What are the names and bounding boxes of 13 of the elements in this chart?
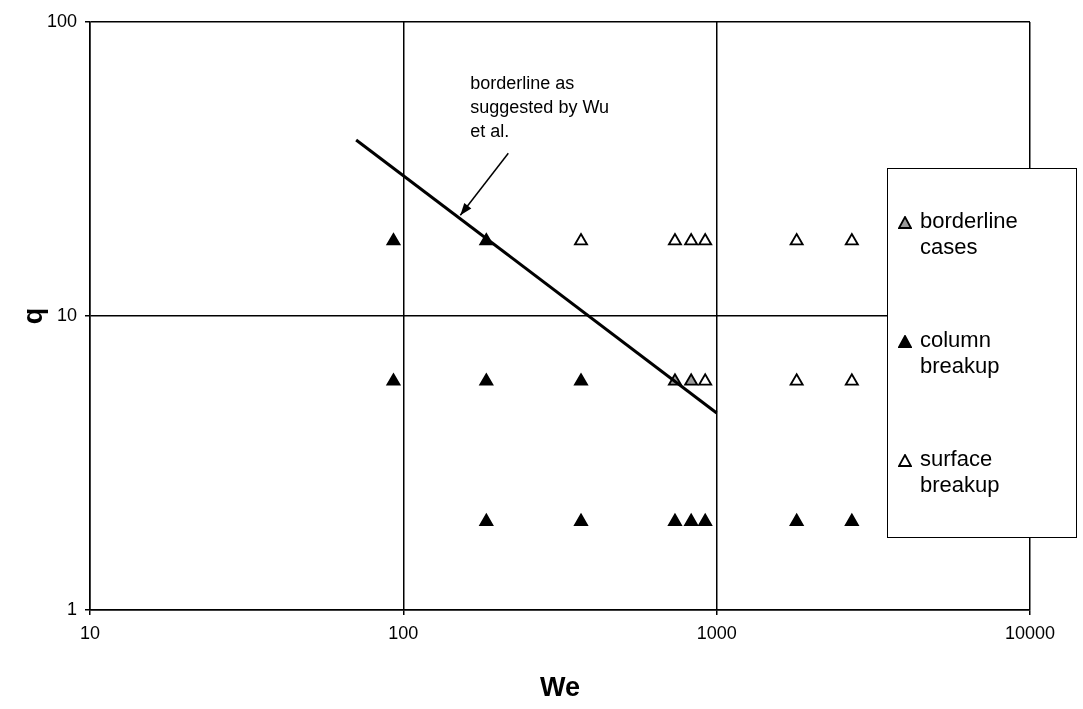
x-tick-label: 1000 <box>696 622 737 643</box>
legend-label: column breakup <box>920 326 1001 379</box>
x-axis-title: We <box>539 672 581 703</box>
y-tick-label: 10 <box>56 304 77 325</box>
y-axis-title: q <box>17 307 48 325</box>
annotation: borderline as suggested by Wu et al. <box>470 73 610 142</box>
y-tick-label: 1 <box>66 598 77 619</box>
legend-label: surface breakup <box>920 445 1001 498</box>
y-tick-label: 100 <box>46 10 77 31</box>
x-tick-label: 10000 <box>1004 622 1056 643</box>
x-tick-label: 10 <box>79 622 101 643</box>
x-tick-label: 100 <box>388 622 419 643</box>
legend-label: borderline cases <box>920 208 1019 261</box>
